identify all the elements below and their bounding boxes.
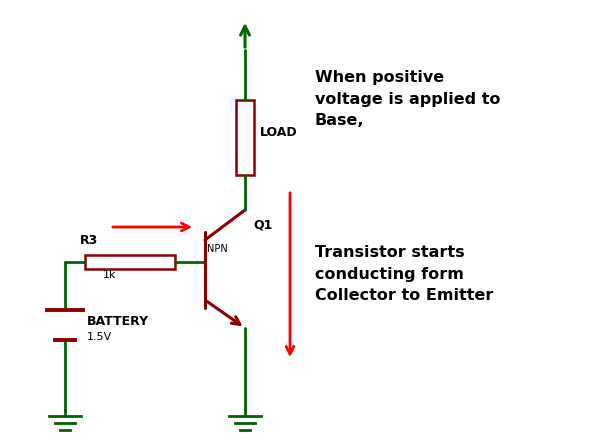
Text: 1.5V: 1.5V xyxy=(87,332,112,342)
Text: LOAD: LOAD xyxy=(260,126,298,139)
Text: NPN: NPN xyxy=(207,244,228,254)
Bar xyxy=(236,100,254,175)
Text: Transistor starts
conducting form
Collector to Emitter: Transistor starts conducting form Collec… xyxy=(315,245,493,303)
Text: Q1: Q1 xyxy=(253,218,272,231)
Text: BATTERY: BATTERY xyxy=(87,315,149,328)
Bar xyxy=(85,255,175,269)
Text: R3: R3 xyxy=(80,234,98,247)
Text: When positive
voltage is applied to
Base,: When positive voltage is applied to Base… xyxy=(315,70,500,128)
Text: 1k: 1k xyxy=(103,270,116,280)
